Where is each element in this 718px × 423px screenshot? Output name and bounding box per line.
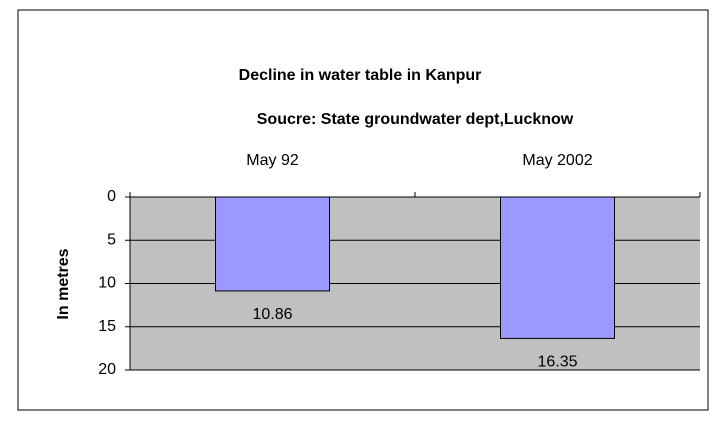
- y-axis-label: In metres: [55, 248, 72, 319]
- x-tick-label: May 2002: [522, 152, 592, 169]
- chart-subtitle: Soucre: State groundwater dept,Lucknow: [257, 111, 574, 128]
- bar: [215, 196, 330, 292]
- value-label: 10.86: [252, 306, 292, 323]
- value-label: 16.35: [537, 354, 577, 371]
- y-tick-label: 5: [107, 231, 116, 248]
- y-tick-label: 0: [107, 188, 116, 205]
- y-tick-label: 20: [98, 361, 116, 378]
- y-tick-label: 10: [98, 275, 116, 292]
- x-tick-label: May 92: [246, 152, 299, 169]
- chart-title: Decline in water table in Kanpur: [239, 67, 482, 84]
- bar: [500, 196, 615, 339]
- y-tick-label: 15: [98, 318, 116, 335]
